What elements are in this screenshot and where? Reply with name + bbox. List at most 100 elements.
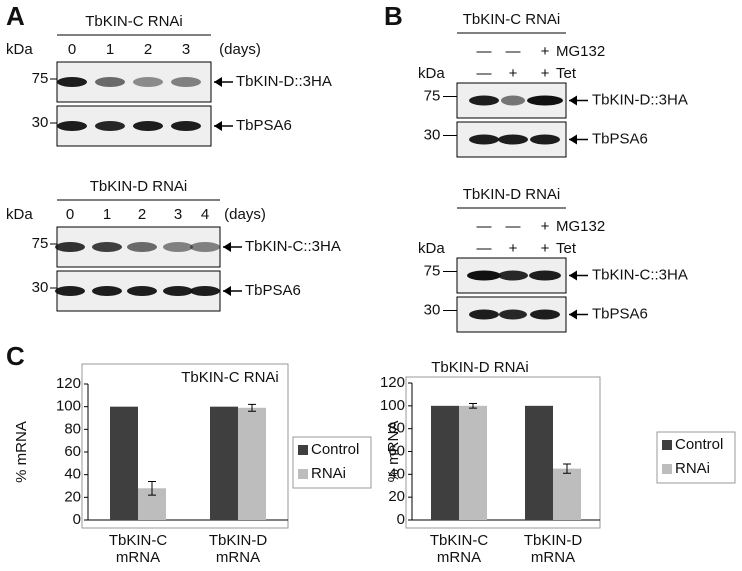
band <box>95 121 125 131</box>
legend-label: RNAi <box>675 460 710 477</box>
y-tick-label: 100 <box>380 397 405 414</box>
treatment-sign: — <box>477 240 492 257</box>
error-bar <box>248 403 256 412</box>
lane-label: 2 <box>144 41 152 58</box>
lane-label: 3 <box>182 41 190 58</box>
x-tick-label: TbKIN-C mRNA <box>108 532 168 566</box>
marker-label: 75 <box>32 70 49 87</box>
y-tick-label: 100 <box>56 398 81 415</box>
protein-label: TbKIN-C::3HA <box>592 266 688 283</box>
treatment-sign: + <box>509 240 518 257</box>
bar <box>238 407 266 520</box>
protein-label: TbKIN-C::3HA <box>245 238 341 255</box>
chart-title: TbKIN-D RNAi <box>431 359 529 376</box>
treatment-sign: — <box>506 218 521 235</box>
y-tick-label: 40 <box>64 466 81 483</box>
y-tick-label: 60 <box>64 443 81 460</box>
treatment-sign: + <box>541 218 550 235</box>
x-tick-label: TbKIN-D mRNA <box>208 532 268 566</box>
marker-label: 30 <box>32 279 49 296</box>
chart-title: TbKIN-C RNAi <box>181 369 279 386</box>
treatment-sign: — <box>477 43 492 60</box>
bar <box>110 406 138 520</box>
treatment-sign: + <box>509 65 518 82</box>
kda-label: kDa <box>418 240 445 257</box>
treatment-name: MG132 <box>556 43 605 60</box>
bar <box>459 405 487 520</box>
bar <box>553 468 581 520</box>
error-bar <box>148 480 156 496</box>
y-tick-label: 120 <box>380 374 405 391</box>
x-tick-label: TbKIN-C mRNA <box>429 532 489 566</box>
bar <box>525 405 553 520</box>
legend-swatch <box>662 464 672 474</box>
band <box>190 286 220 296</box>
marker-label: 75 <box>424 87 441 104</box>
y-tick-label: 120 <box>56 375 81 392</box>
y-tick-label: 20 <box>64 488 81 505</box>
y-axis-label: % mRNA <box>385 421 402 483</box>
protein-label: TbPSA6 <box>592 305 648 322</box>
treatment-sign: + <box>541 65 550 82</box>
blot-title: TbKIN-C RNAi <box>463 11 561 28</box>
band <box>95 77 125 87</box>
protein-label: TbPSA6 <box>236 117 292 134</box>
legend-swatch <box>298 445 308 455</box>
treatment-name: Tet <box>556 240 577 257</box>
lane-label: 4 <box>201 206 209 223</box>
band <box>499 309 527 320</box>
band <box>501 95 525 106</box>
blot-title: TbKIN-D RNAi <box>90 178 188 195</box>
treatment-name: Tet <box>556 65 577 82</box>
band <box>57 121 87 131</box>
band <box>127 286 157 296</box>
protein-label: TbKIN-D::3HA <box>592 91 688 108</box>
band <box>469 309 499 320</box>
band <box>467 270 501 281</box>
band <box>133 77 163 87</box>
bar <box>210 406 238 520</box>
legend-swatch <box>662 440 672 450</box>
band <box>530 309 560 320</box>
panel-label: C <box>6 341 25 371</box>
lane-label: 2 <box>138 206 146 223</box>
arrow-head <box>569 309 577 320</box>
arrow-head <box>569 134 577 145</box>
lane-label: 3 <box>174 206 182 223</box>
protein-label: TbPSA6 <box>592 130 648 147</box>
marker-label: 30 <box>424 301 441 318</box>
lane-label: 1 <box>103 206 111 223</box>
error-bar <box>469 403 477 409</box>
marker-label: 30 <box>32 114 49 131</box>
band <box>190 242 220 252</box>
y-tick-label: 80 <box>64 420 81 437</box>
treatment-name: MG132 <box>556 218 605 235</box>
legend-label: Control <box>311 441 359 458</box>
y-axis-label: % mRNA <box>13 421 30 483</box>
legend-label: RNAi <box>311 465 346 482</box>
treatment-sign: — <box>506 43 521 60</box>
band <box>469 134 499 145</box>
lane-label: 0 <box>68 41 76 58</box>
kda-label: kDa <box>418 65 445 82</box>
y-tick-label: 0 <box>73 511 81 528</box>
bar <box>431 405 459 520</box>
treatment-sign: + <box>541 240 550 257</box>
arrow-head <box>569 270 577 281</box>
band <box>133 121 163 131</box>
marker-label: 75 <box>32 235 49 252</box>
y-tick-label: 40 <box>388 465 405 482</box>
x-tick-label: TbKIN-D mRNA <box>523 532 583 566</box>
panel-label: B <box>384 1 403 31</box>
arrow-head <box>223 286 231 296</box>
treatment-sign: — <box>477 218 492 235</box>
band <box>527 95 563 106</box>
blot-title: TbKIN-C RNAi <box>85 13 183 30</box>
protein-label: TbKIN-D::3HA <box>236 73 332 90</box>
lane-unit: (days) <box>219 41 261 58</box>
legend-label: Control <box>675 436 723 453</box>
lane-label: 1 <box>106 41 114 58</box>
band <box>498 134 528 145</box>
band <box>163 286 193 296</box>
